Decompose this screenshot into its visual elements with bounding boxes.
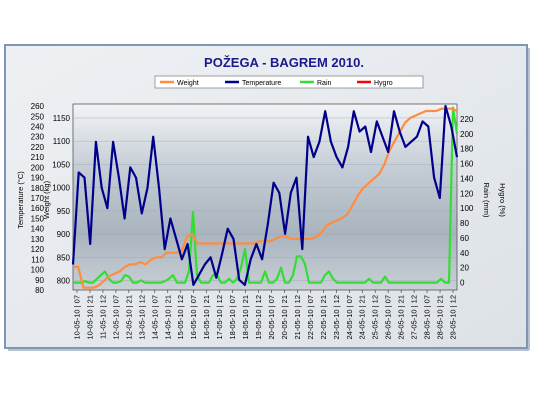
temperature-tick-label: 90 (35, 276, 44, 285)
temperature-axis-label: Temperature (°C) (16, 171, 25, 229)
x-tick-label: 18-05-10 | 07 (228, 295, 237, 339)
chart-title: POŽEGA - BAGREM 2010. (204, 55, 364, 70)
x-tick-label: 29-05-10 | 12 (449, 295, 458, 339)
rain-tick-label: 120 (460, 189, 474, 198)
temperature-tick-label: 140 (31, 225, 45, 234)
x-tick-label: 24-05-10 | 07 (345, 295, 354, 339)
rain-tick-label: 40 (460, 249, 469, 258)
x-tick-label: 12-05-10 | 21 (124, 295, 133, 339)
temperature-tick-label: 210 (31, 153, 45, 162)
x-tick-label: 26-05-10 | 07 (384, 295, 393, 339)
temperature-tick-label: 220 (31, 143, 45, 152)
x-tick-label: 28-05-10 | 21 (436, 295, 445, 339)
rain-tick-label: 220 (460, 115, 474, 124)
plot-area (72, 103, 458, 291)
weight-axis-label: Weight (kg) (42, 180, 51, 219)
weight-tick-label: 1100 (53, 137, 71, 146)
x-tick-label: 20-05-10 | 07 (267, 295, 276, 339)
legend-label-hygro: Hygro (374, 80, 393, 87)
legend-label-rain: Rain (317, 80, 332, 87)
x-tick-label: 10-05-10 | 21 (85, 295, 94, 339)
weight-tick-label: 900 (57, 230, 71, 239)
temperature-tick-label: 230 (31, 133, 45, 142)
rain-tick-label: 100 (460, 204, 474, 213)
series-line-temperature (71, 104, 459, 286)
x-tick-label: 14-05-10 | 21 (163, 295, 172, 339)
rain-tick-label: 140 (460, 174, 474, 183)
weight-tick-label: 1150 (53, 114, 71, 123)
weight-tick-label: 800 (57, 277, 71, 286)
x-tick-label: 18-05-10 | 21 (241, 295, 250, 339)
x-tick-label: 25-05-10 | 12 (371, 295, 380, 339)
rain-axis-label: Rain (mm) (482, 183, 491, 219)
temperature-tick-label: 260 (31, 102, 45, 111)
legend-label-temperature: Temperature (242, 80, 281, 87)
rain-tick-label: 0 (460, 279, 465, 288)
weight-tick-label: 1000 (52, 184, 70, 193)
x-tick-label: 13-05-10 | 12 (137, 295, 146, 339)
legend-box (154, 75, 424, 89)
series-line-rain (73, 106, 459, 284)
legend-label-weight: Weight (177, 80, 199, 87)
x-tick-label: 23-05-10 | 12 (332, 295, 341, 339)
temperature-tick-label: 240 (31, 122, 45, 131)
x-tick-label: 17-05-10 | 12 (215, 295, 224, 339)
temperature-tick-label: 160 (31, 204, 45, 213)
weight-tick-label: 850 (57, 253, 71, 262)
x-tick-label: 20-05-10 | 21 (280, 295, 289, 339)
temperature-tick-label: 190 (31, 174, 45, 183)
legend: Weight Temperature Rain Hygro (154, 75, 424, 89)
x-tick-label: 12-05-10 | 07 (111, 295, 120, 339)
x-tick-label: 28-05-10 | 07 (423, 295, 432, 339)
x-tick-label: 14-05-10 | 07 (150, 295, 159, 339)
rain-tick-label: 180 (460, 145, 474, 154)
rain-tick-label: 60 (460, 234, 469, 243)
temperature-tick-label: 100 (31, 266, 45, 275)
rain-tick-label: 200 (460, 130, 474, 139)
temperature-tick-label: 180 (31, 184, 45, 193)
temperature-tick-label: 110 (31, 255, 44, 264)
x-tick-label: 21-05-10 | 12 (293, 295, 302, 339)
x-tick-label: 15-05-10 | 12 (176, 295, 185, 339)
temperature-tick-label: 130 (31, 235, 45, 244)
x-tick-label: 19-05-10 | 12 (254, 295, 263, 339)
temperature-tick-label: 80 (35, 286, 44, 295)
hygro-axis-label: Hygro (%) (498, 183, 507, 217)
weight-tick-label: 950 (57, 207, 71, 216)
temperature-tick-label: 170 (31, 194, 45, 203)
rain-tick-label: 20 (460, 264, 469, 273)
temperature-tick-label: 200 (31, 163, 45, 172)
rain-tick-label: 160 (460, 160, 474, 169)
weight-tick-label: 1050 (52, 160, 70, 169)
x-tick-label: 22-05-10 | 07 (306, 295, 315, 339)
x-tick-label: 27-05-10 | 12 (410, 295, 419, 339)
x-tick-label: 16-05-10 | 21 (202, 295, 211, 339)
temperature-tick-label: 120 (31, 245, 45, 254)
x-tick-label: 16-05-10 | 07 (189, 295, 198, 339)
x-tick-label: 11-05-10 | 12 (98, 295, 107, 339)
rain-tick-label: 80 (460, 219, 469, 228)
temperature-tick-label: 150 (31, 214, 45, 223)
temperature-tick-label: 250 (31, 112, 45, 121)
x-tick-label: 24-05-10 | 21 (358, 295, 367, 339)
x-tick-label: 10-05-10 | 07 (73, 295, 82, 339)
x-tick-label: 26-05-10 | 21 (397, 295, 406, 339)
x-tick-label: 22-05-10 | 21 (319, 295, 328, 339)
